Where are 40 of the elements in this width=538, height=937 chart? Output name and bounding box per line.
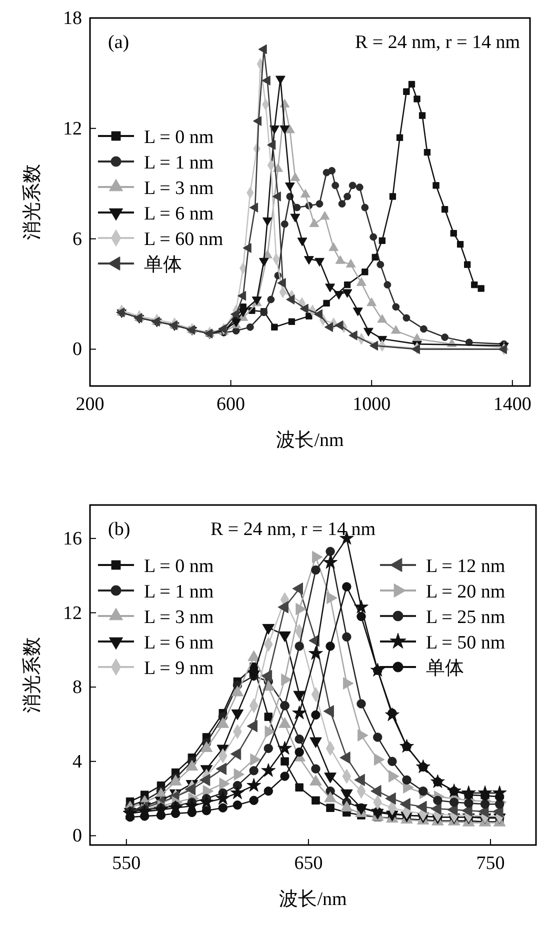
legend-label: L = 1 nm	[144, 152, 214, 174]
legend-label: L = 50 nm	[426, 632, 506, 654]
legend-label: L = 0 nm	[144, 127, 214, 148]
annotation: (b)	[108, 519, 130, 540]
legend-label: L = 3 nm	[144, 607, 214, 628]
y-tick-label: 0	[72, 826, 82, 847]
legend-label: L = 3 nm	[144, 178, 214, 199]
legend-label: L = 1 nm	[144, 582, 214, 602]
x-axis-title: 波长/nm	[279, 889, 347, 910]
y-axis-title: 消光系数	[22, 637, 43, 713]
y-tick-label: 18	[63, 8, 82, 29]
legend-label: L = 12 nm	[426, 556, 506, 577]
legend-label: 单体	[426, 658, 464, 679]
x-axis-title: 波长/nm	[276, 430, 344, 451]
x-tick-label: 1000	[352, 394, 391, 415]
y-tick-label: 12	[63, 602, 82, 624]
y-tick-label: 4	[72, 751, 82, 772]
y-tick-label: 16	[63, 528, 82, 550]
y-tick-label: 12	[63, 118, 82, 140]
y-tick-label: 8	[72, 677, 82, 698]
legend-label: L = 6 nm	[144, 204, 214, 224]
legend-label: L = 25 nm	[426, 607, 506, 628]
legend-label: L = 9 nm	[144, 658, 214, 679]
legend-label: L = 0 nm	[144, 556, 214, 577]
annotation: R = 24 nm, r = 14 nm	[210, 519, 376, 540]
x-tick-label: 550	[112, 853, 141, 874]
x-tick-label: 650	[294, 853, 323, 874]
x-tick-label: 1400	[493, 394, 532, 415]
x-tick-label: 750	[476, 853, 505, 874]
legend-label: 单体	[144, 254, 182, 276]
annotation: R = 24 nm, r = 14 nm	[355, 32, 520, 53]
legend-label: L = 60 nm	[144, 229, 224, 250]
y-tick-label: 6	[72, 228, 82, 250]
legend-label: L = 20 nm	[426, 582, 506, 602]
x-tick-label: 600	[216, 394, 246, 415]
y-tick-label: 0	[72, 339, 82, 360]
x-tick-label: 200	[76, 394, 104, 415]
y-axis-title: 消光系数	[22, 164, 43, 240]
annotation: (a)	[108, 32, 130, 53]
legend-label: L = 6 nm	[144, 632, 214, 654]
